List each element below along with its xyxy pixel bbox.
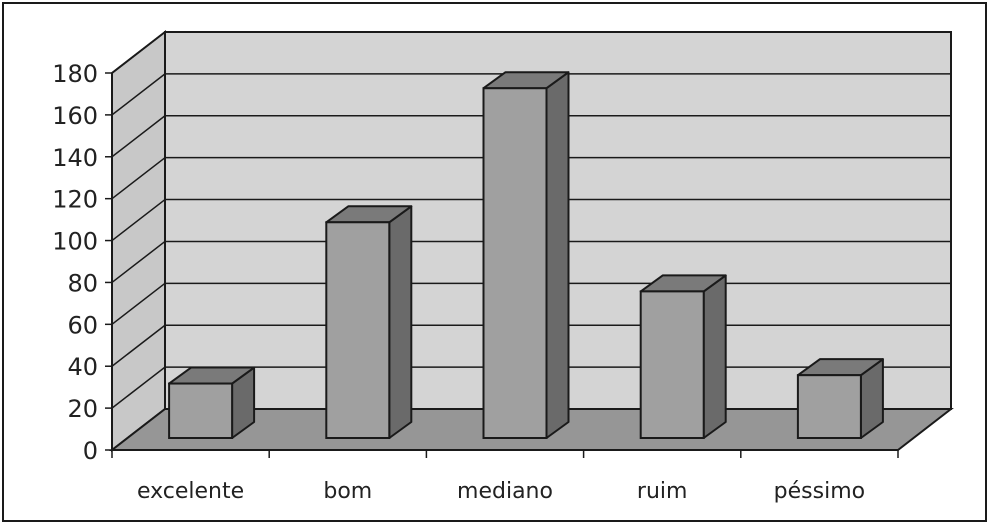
gridline-side — [111, 157, 166, 200]
bar-front — [482, 87, 548, 439]
gridline-side — [111, 31, 166, 74]
gridline-side — [111, 282, 166, 325]
x-tick-label: mediano — [457, 479, 553, 504]
bar — [639, 274, 727, 439]
y-tick-label: 100 — [52, 228, 98, 256]
bar — [325, 205, 413, 439]
bar-front — [639, 290, 705, 439]
bar — [482, 71, 570, 439]
bar — [168, 366, 256, 439]
y-tick-label: 80 — [67, 269, 98, 297]
bar-front — [168, 382, 234, 439]
bar-side — [545, 71, 570, 439]
x-tick-label: bom — [323, 479, 372, 504]
y-tick-label: 160 — [52, 102, 98, 130]
x-axis: excelente bom mediano ruim péssimo — [111, 449, 899, 504]
gridline-side — [111, 198, 166, 242]
y-tick-label: 120 — [52, 186, 98, 214]
y-tick-label: 0 — [83, 437, 98, 465]
gridline-side — [111, 73, 166, 116]
bar-side — [702, 274, 727, 439]
bar-side — [388, 205, 413, 439]
y-tick-label: 60 — [67, 311, 98, 339]
y-tick-label: 20 — [67, 395, 98, 423]
y-tick-label: 40 — [67, 353, 98, 381]
gridline-side — [111, 115, 166, 158]
bar-front — [796, 374, 862, 439]
bars — [168, 71, 884, 439]
gridline-side — [111, 366, 166, 409]
y-axis: 0 20 40 60 80 100 120 140 160 180 — [52, 60, 113, 465]
y-tick-label: 140 — [52, 144, 98, 172]
x-tick-label: ruim — [637, 479, 688, 504]
gridline-side — [111, 324, 166, 367]
y-tick-label: 180 — [52, 60, 98, 88]
x-tick-label: péssimo — [774, 479, 865, 504]
gridline-side — [111, 240, 166, 284]
x-tick-label: excelente — [137, 479, 244, 504]
bar — [796, 358, 884, 439]
bar-front — [325, 221, 391, 439]
